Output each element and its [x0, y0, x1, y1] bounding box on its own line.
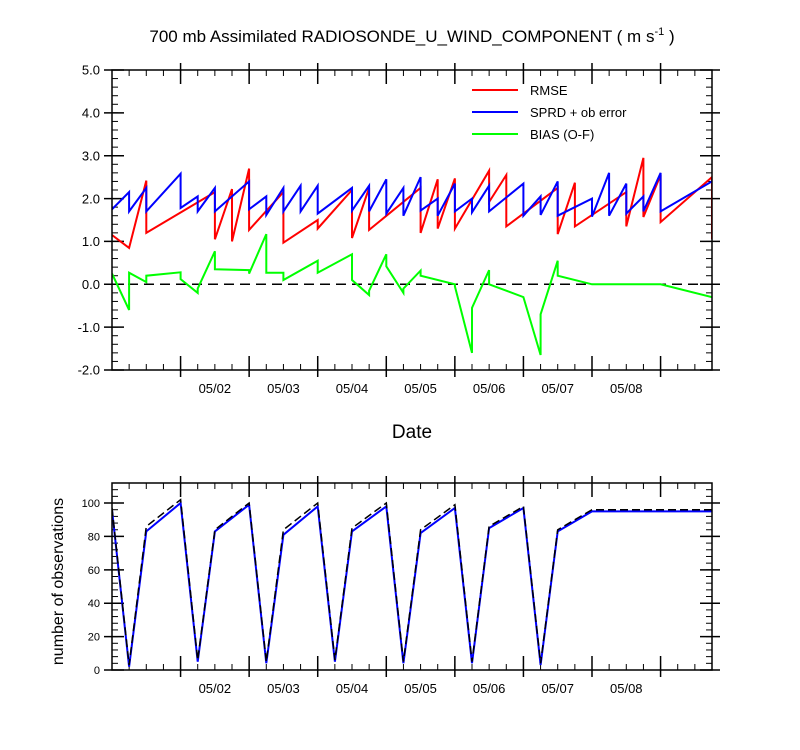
y-tick-label: 2.0 [82, 191, 100, 206]
x-tick-label: 05/05 [404, 681, 437, 696]
series-rmse-line [112, 157, 712, 250]
x-tick-label: 05/07 [541, 681, 574, 696]
chart-title-unit-close: ) [664, 27, 674, 46]
x-tick-label: 05/08 [610, 681, 643, 696]
x-tick-label: 05/03 [267, 381, 300, 396]
x-tick-label: 05/06 [473, 681, 506, 696]
x-tick-label: 05/06 [473, 381, 506, 396]
legend-label: SPRD + ob error [530, 105, 627, 120]
x-axis-label: Date [392, 422, 432, 443]
y-tick-label: 100 [82, 498, 100, 510]
chart-title-text: 700 mb Assimilated RADIOSONDE_U_WIND_COM… [149, 27, 616, 46]
y-tick-label: 4.0 [82, 106, 100, 121]
chart-title: 700 mb Assimilated RADIOSONDE_U_WIND_COM… [149, 26, 674, 46]
x-tick-label: 05/04 [336, 681, 369, 696]
x-tick-label: 05/08 [610, 381, 643, 396]
y-axis-label: number of observations [50, 498, 67, 665]
y-tick-label: 5.0 [82, 63, 100, 78]
chart-panel-2: 05/02 05/03 05/04 05/05 05/06 05/07 05/08 0 20 40… [50, 476, 720, 696]
y-tick-label: 80 [88, 531, 100, 543]
chart-title-unit: ( m s [617, 27, 655, 46]
y-tick-label: -2.0 [78, 363, 100, 378]
y-tick-label: 40 [88, 598, 100, 610]
chart-title-unit-exponent: -1 [654, 26, 664, 38]
x-tick-label: 05/02 [199, 381, 232, 396]
legend-label: RMSE [530, 83, 568, 98]
y-tick-label: 60 [88, 565, 100, 577]
x-tick-label: 05/07 [541, 381, 574, 396]
x-tick-label: 05/05 [404, 381, 437, 396]
plot-frame [111, 482, 713, 671]
x-tick-label: 05/02 [199, 681, 232, 696]
series-2-line [112, 498, 712, 666]
plot-frame [111, 69, 713, 371]
y-tick-label: 1.0 [82, 234, 100, 249]
y-tick-label: 0.0 [82, 277, 100, 292]
legend-label: BIAS (O-F) [530, 127, 594, 142]
series-sprd-ob-error-line [112, 171, 712, 219]
y-tick-label: 20 [88, 632, 100, 644]
y-tick-label: -1.0 [78, 320, 100, 335]
y-tick-label: 0 [94, 665, 100, 677]
legend: RMSE SPRD + ob error BIAS (O-F) [472, 83, 627, 142]
y-tick-label: 3.0 [82, 148, 100, 163]
chart-panel-1: 700 mb Assimilated RADIOSONDE_U_WIND_COM… [78, 26, 720, 443]
x-tick-label: 05/03 [267, 681, 300, 696]
series-1-line [112, 501, 712, 667]
series-bias-o-f-line [112, 233, 712, 356]
x-tick-label: 05/04 [336, 381, 369, 396]
